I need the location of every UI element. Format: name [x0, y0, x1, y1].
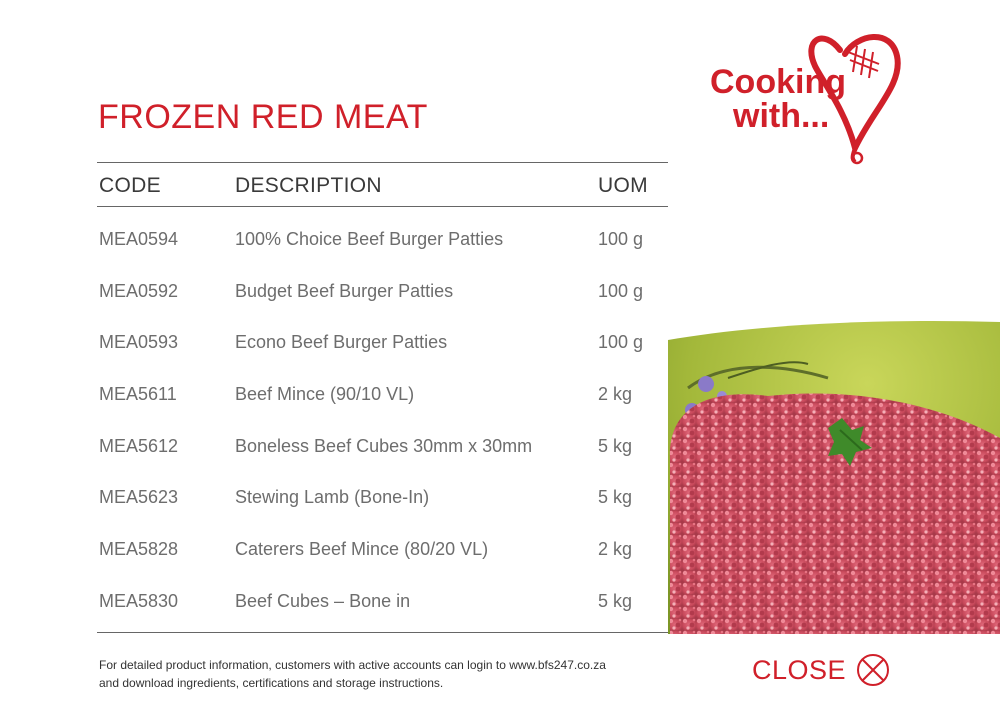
- row-code: MEA0593: [99, 332, 179, 352]
- row-uom: 100 g: [598, 332, 644, 352]
- row-uom: 2 kg: [598, 384, 633, 404]
- table-row: MEA0592 Budget Beef Burger Patties 100 g: [0, 281, 680, 321]
- header-code: CODE: [99, 174, 161, 197]
- header-description: DESCRIPTION: [235, 174, 382, 197]
- table-header-rule: [97, 206, 668, 207]
- row-description: Budget Beef Burger Patties: [235, 281, 454, 301]
- row-description: Caterers Beef Mince (80/20 VL): [235, 539, 489, 559]
- row-code: MEA5828: [99, 539, 179, 559]
- table-row: MEA5830 Beef Cubes – Bone in 5 kg: [0, 591, 680, 631]
- row-code: MEA0592: [99, 281, 179, 301]
- table-row: MEA0594 100% Choice Beef Burger Patties …: [0, 229, 680, 269]
- row-uom: 100 g: [598, 229, 644, 249]
- header-uom: UOM: [598, 174, 648, 197]
- logo-text-cooking: Cooking: [710, 63, 846, 101]
- close-label: CLOSE: [752, 654, 847, 685]
- row-description: Boneless Beef Cubes 30mm x 30mm: [235, 436, 533, 456]
- footer-line-2: and download ingredients, certifications…: [99, 676, 444, 690]
- row-uom: 5 kg: [598, 436, 633, 456]
- row-uom: 5 kg: [598, 591, 633, 611]
- row-uom: 100 g: [598, 281, 644, 301]
- footer-note: For detailed product information, custom…: [99, 656, 699, 692]
- table-row: MEA5623 Stewing Lamb (Bone-In) 5 kg: [0, 487, 680, 527]
- row-code: MEA0594: [99, 229, 179, 249]
- row-code: MEA5830: [99, 591, 179, 611]
- row-uom: 5 kg: [598, 487, 633, 507]
- row-description: Beef Mince (90/10 VL): [235, 384, 415, 404]
- row-description: Beef Cubes – Bone in: [235, 591, 411, 611]
- table-row: MEA5611 Beef Mince (90/10 VL) 2 kg: [0, 384, 680, 424]
- row-code: MEA5612: [99, 436, 179, 456]
- footer-line-1: For detailed product information, custom…: [99, 658, 606, 672]
- table-top-rule: [97, 162, 668, 163]
- table-row: MEA5828 Caterers Beef Mince (80/20 VL) 2…: [0, 539, 680, 579]
- row-description: Stewing Lamb (Bone-In): [235, 487, 430, 507]
- close-button[interactable]: CLOSE: [752, 652, 890, 688]
- page-title: FROZEN RED MEAT: [98, 98, 428, 136]
- close-circle-icon[interactable]: [856, 653, 890, 687]
- row-uom: 2 kg: [598, 539, 633, 559]
- table-row: MEA5612 Boneless Beef Cubes 30mm x 30mm …: [0, 436, 680, 476]
- table-bottom-rule: [97, 632, 668, 633]
- row-description: 100% Choice Beef Burger Patties: [235, 229, 504, 249]
- cooking-with-logo: Cooking with...: [705, 30, 905, 175]
- table-row: MEA0593 Econo Beef Burger Patties 100 g: [0, 332, 680, 372]
- row-description: Econo Beef Burger Patties: [235, 332, 448, 352]
- row-code: MEA5611: [99, 384, 177, 404]
- logo-text-with: with...: [732, 97, 829, 135]
- minced-beef-photo: [668, 318, 1000, 634]
- row-code: MEA5623: [99, 487, 179, 507]
